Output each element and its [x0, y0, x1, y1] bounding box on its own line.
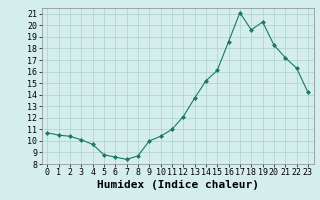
X-axis label: Humidex (Indice chaleur): Humidex (Indice chaleur) — [97, 180, 259, 190]
